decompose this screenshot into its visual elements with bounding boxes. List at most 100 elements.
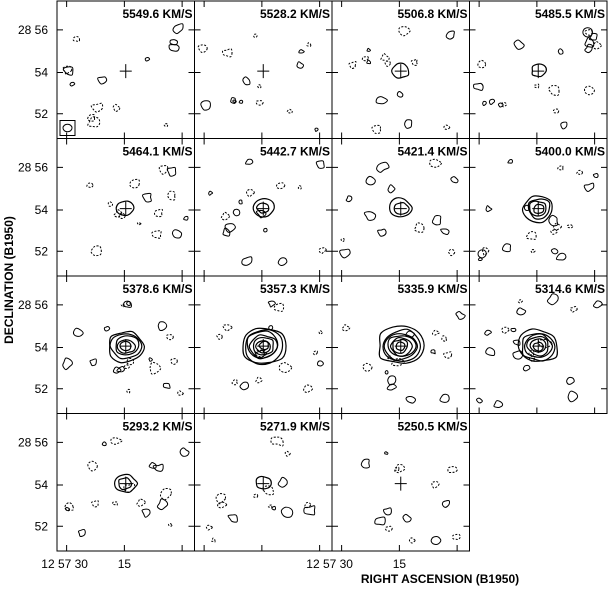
noise-contours xyxy=(86,165,189,257)
source-contours xyxy=(531,63,547,78)
center-cross xyxy=(394,201,407,216)
panel-ticks xyxy=(469,138,607,276)
channel-panel: 5335.9 KM/S xyxy=(331,275,470,414)
panel-ticks xyxy=(332,1,470,139)
noise-contours xyxy=(477,159,599,262)
channel-panel: 5464.1 KM/S xyxy=(56,138,195,277)
y-axis-title: DECLINATION (B1950) xyxy=(2,216,16,344)
noise-contours xyxy=(341,310,466,404)
center-cross xyxy=(257,64,270,79)
panel-ticks xyxy=(332,413,470,551)
center-cross xyxy=(532,64,545,79)
ra-tick-label: 12 57 30 xyxy=(306,557,353,571)
panel-ticks xyxy=(57,138,195,276)
velocity-label: 5314.6 KM/S xyxy=(535,282,605,296)
velocity-label: 5400.0 KM/S xyxy=(535,145,605,159)
center-cross xyxy=(119,64,132,79)
center-cross xyxy=(119,339,132,354)
panel-ticks xyxy=(194,1,332,139)
center-cross xyxy=(394,339,407,354)
channel-panel: 5421.4 KM/S xyxy=(331,138,470,277)
center-cross xyxy=(394,476,407,491)
panel-ticks xyxy=(469,276,607,414)
panel-frame xyxy=(331,413,470,552)
dec-tick-label: 54 xyxy=(35,66,49,80)
velocity-label: 5506.8 KM/S xyxy=(397,7,467,21)
panel-ticks xyxy=(194,276,332,414)
noise-contours xyxy=(64,437,190,537)
dec-tick-label: 28 56 xyxy=(18,298,48,312)
noise-contours xyxy=(197,33,319,132)
dec-tick-label: 54 xyxy=(35,203,49,217)
velocity-label: 5357.3 KM/S xyxy=(260,282,330,296)
velocity-label: 5293.2 KM/S xyxy=(122,420,192,434)
source-contours xyxy=(517,328,558,362)
channel-panel: 5400.0 KM/S xyxy=(469,138,608,277)
source-contours xyxy=(388,197,413,218)
channel-panel: 5528.2 KM/S xyxy=(194,0,333,139)
channel-panel: 5271.9 KM/S xyxy=(194,413,333,552)
dec-tick-label: 28 56 xyxy=(18,160,48,174)
noise-contours xyxy=(348,26,455,134)
source-contours xyxy=(113,473,139,494)
panel-ticks xyxy=(57,1,195,139)
source-contours xyxy=(252,198,275,218)
channel-panel: 5506.8 KM/S xyxy=(331,0,470,139)
beam-marker xyxy=(59,120,76,136)
channel-panel: 5549.6 KM/S xyxy=(56,0,195,139)
channel-panel: 5378.6 KM/S xyxy=(56,275,195,414)
panel-ticks xyxy=(332,138,470,276)
dec-tick-label: 28 56 xyxy=(18,435,48,449)
ra-tick-label: 15 xyxy=(118,557,132,571)
center-cross xyxy=(119,201,132,216)
center-cross xyxy=(119,476,132,491)
source-contours xyxy=(391,62,410,79)
dec-tick-label: 52 xyxy=(35,382,49,396)
ra-tick-label: 15 xyxy=(393,557,407,571)
source-contours xyxy=(521,195,553,224)
channel-panel: 5357.3 KM/S xyxy=(194,275,333,414)
center-cross xyxy=(394,64,407,79)
noise-contours xyxy=(208,158,327,267)
channel-panel: 5485.5 KM/S xyxy=(469,0,608,139)
velocity-label: 5464.1 KM/S xyxy=(122,145,192,159)
channel-panel: 5293.2 KM/S xyxy=(56,413,195,552)
center-cross xyxy=(532,339,545,354)
velocity-label: 5378.6 KM/S xyxy=(122,282,192,296)
noise-contours xyxy=(216,300,324,394)
noise-contours xyxy=(205,436,316,543)
panel-ticks xyxy=(57,413,195,551)
dec-tick-label: 52 xyxy=(35,244,49,258)
panel-ticks xyxy=(332,276,470,414)
center-cross xyxy=(257,476,270,491)
center-cross xyxy=(532,201,545,216)
channel-panels: 5549.6 KM/S 5528.2 KM/S 5506.8 KM/S 5485.5 … xyxy=(56,0,608,552)
panel-ticks xyxy=(57,276,195,414)
velocity-label: 5335.9 KM/S xyxy=(397,282,467,296)
panel-frame xyxy=(469,275,608,414)
panel-ticks xyxy=(469,1,607,139)
x-axis-title: RIGHT ASCENSION (B1950) xyxy=(361,572,519,586)
dec-tick-label: 28 56 xyxy=(18,23,48,37)
dec-tick-label: 54 xyxy=(35,478,49,492)
velocity-label: 5250.5 KM/S xyxy=(397,420,467,434)
center-cross xyxy=(257,339,270,354)
velocity-label: 5549.6 KM/S xyxy=(122,7,192,21)
noise-contours xyxy=(339,158,459,259)
channel-panel: 5314.6 KM/S xyxy=(469,275,608,414)
ra-tick-label: 12 57 30 xyxy=(41,557,88,571)
dec-tick-label: 54 xyxy=(35,341,49,355)
panel-ticks xyxy=(194,413,332,551)
velocity-label: 5271.9 KM/S xyxy=(260,420,330,434)
velocity-label: 5485.5 KM/S xyxy=(535,7,605,21)
velocity-label: 5421.4 KM/S xyxy=(397,145,467,159)
source-contours xyxy=(242,327,287,366)
dec-tick-label: 52 xyxy=(35,107,49,121)
source-contours xyxy=(255,475,272,490)
velocity-label: 5442.7 KM/S xyxy=(260,145,330,159)
noise-contours xyxy=(62,300,184,396)
panel-ticks xyxy=(194,138,332,276)
noise-contours xyxy=(360,451,461,545)
tick-labels: 28 56 54 52 28 56 54 52 28 56 54 52 28 56 54 52 12 5… xyxy=(18,23,406,571)
